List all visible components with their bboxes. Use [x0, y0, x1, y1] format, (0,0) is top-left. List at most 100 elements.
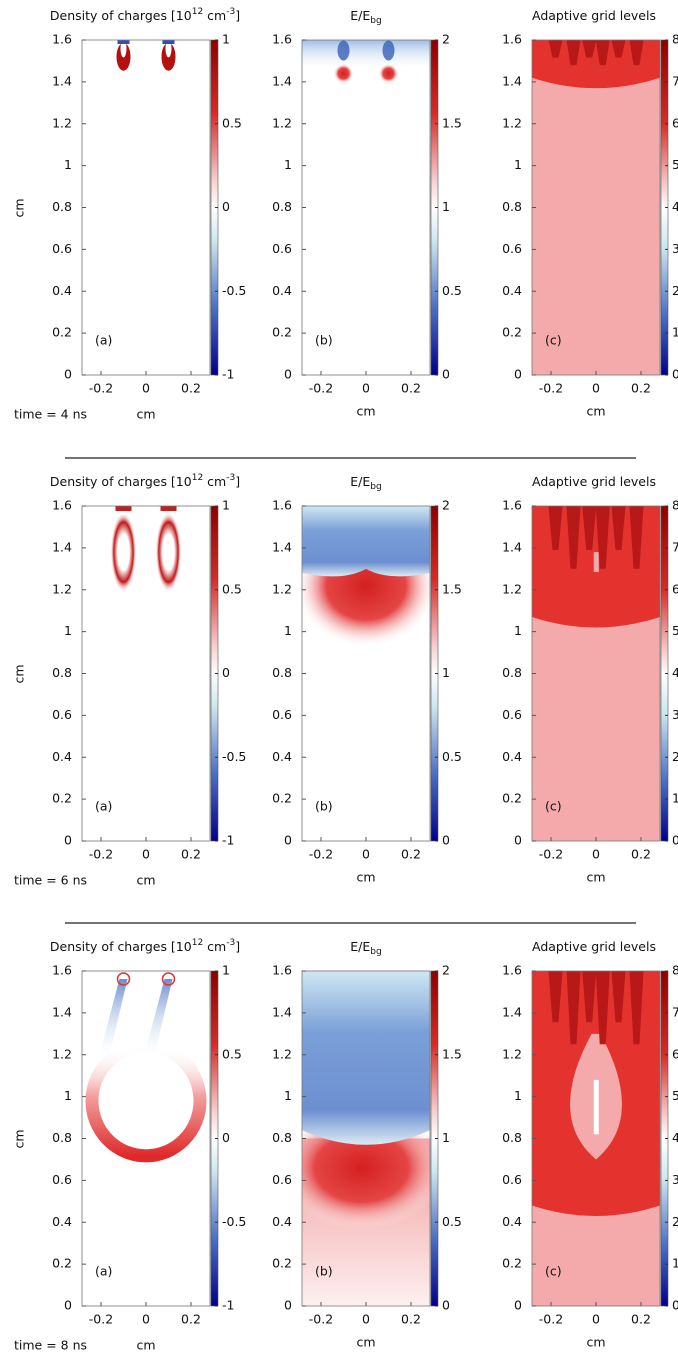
grid-level-high — [595, 971, 610, 1045]
y-axis-label: cm — [12, 198, 27, 217]
y-tick-label: 0.6 — [502, 707, 522, 722]
colorbar-tick-label: 2 — [442, 32, 450, 47]
colorbar-tick-label: -0.5 — [222, 749, 246, 764]
x-tick-label: 0.2 — [401, 1312, 421, 1327]
colorbar-tick-label: 4 — [672, 199, 678, 214]
y-tick-label: 1.6 — [502, 963, 522, 978]
x-tick-label: 0 — [142, 381, 150, 396]
panel-label: (a) — [95, 1264, 112, 1279]
y-tick-label: 1.4 — [272, 539, 292, 554]
heatmap — [532, 971, 660, 1306]
panel-title: Adaptive grid levels — [532, 474, 656, 489]
title-part: cm — [203, 939, 226, 954]
x-tick-label: 0.2 — [401, 381, 421, 396]
y-tick-label: 1.2 — [52, 581, 72, 596]
y-tick-label: 0.8 — [272, 1130, 292, 1145]
y-tick-label: 0.4 — [52, 749, 72, 764]
title-part: bg — [370, 947, 381, 957]
grid-level-high — [566, 506, 581, 569]
x-tick-label: -0.2 — [539, 1312, 563, 1327]
title-part: -3 — [226, 473, 235, 483]
y-tick-label: 1.6 — [272, 32, 292, 47]
x-tick-label: 0.2 — [181, 847, 201, 862]
panel-title: Adaptive grid levels — [532, 8, 656, 23]
streamer-core — [120, 40, 127, 58]
y-tick-label: 0.2 — [502, 325, 522, 340]
colorbar-tick-label: 0.5 — [442, 749, 462, 764]
y-tick-label: 1 — [514, 623, 522, 638]
x-tick-label: 0 — [142, 1312, 150, 1327]
streamer-head — [155, 512, 182, 593]
x-axis-label: cm — [356, 404, 375, 419]
panel-label: (b) — [315, 1264, 333, 1279]
y-tick-label: 0.6 — [52, 1172, 72, 1187]
x-tick-label: 0 — [592, 1312, 600, 1327]
streamer-head — [110, 512, 137, 593]
grid-level-high — [548, 506, 563, 550]
grid-level-high — [566, 40, 581, 66]
x-tick-label: -0.2 — [89, 1312, 113, 1327]
streamer-core — [165, 40, 172, 58]
x-tick-label: 0 — [362, 381, 370, 396]
x-tick-label: -0.2 — [309, 381, 333, 396]
heatmap — [110, 506, 182, 593]
colorbar-tick-label: -0.5 — [222, 283, 246, 298]
y-tick-label: 0 — [514, 367, 522, 382]
y-tick-label: 1.2 — [272, 115, 292, 130]
title-part: 12 — [192, 7, 203, 17]
y-tick-label: 1 — [514, 157, 522, 172]
title-part: ] — [235, 8, 240, 23]
grid-level-high — [611, 971, 626, 1023]
title-part: E/E — [350, 474, 370, 489]
y-tick-label: 0 — [284, 833, 292, 848]
colorbar-tick-label: 3 — [672, 241, 678, 256]
title-part: ] — [235, 939, 240, 954]
grid-level-high — [629, 40, 644, 66]
panel-label: (a) — [95, 799, 112, 814]
x-tick-label: 0.2 — [181, 381, 201, 396]
x-tick-label: -0.2 — [539, 847, 563, 862]
y-tick-label: 1.2 — [272, 581, 292, 596]
y-tick-label: 1 — [64, 157, 72, 172]
colorbar-tick-label: 4 — [672, 1130, 678, 1145]
y-tick-label: 0 — [514, 833, 522, 848]
colorbar-tick-label: 8 — [672, 498, 678, 513]
x-axis-label: cm — [136, 1338, 155, 1353]
panel-label: (b) — [315, 333, 333, 348]
field-low-core — [382, 40, 395, 61]
colorbar-tick-label: 7 — [672, 539, 678, 554]
y-tick-label: 0 — [64, 367, 72, 382]
field-low — [302, 40, 430, 66]
colorbar-tick-label: 5 — [672, 623, 678, 638]
heatmap — [532, 40, 660, 375]
y-tick-label: 0.8 — [52, 665, 72, 680]
field-low — [302, 971, 430, 1145]
tip-ring — [161, 972, 176, 986]
colorbar-tick-label: 2 — [442, 498, 450, 513]
title-part: Density of charges [10 — [50, 474, 192, 489]
colorbar-tick-label: 0.5 — [222, 1046, 242, 1061]
plot-frame — [81, 39, 211, 376]
y-tick-label: 1.2 — [52, 1046, 72, 1061]
y-tick-label: 1.6 — [272, 498, 292, 513]
colorbar-tick-label: 1 — [442, 1130, 450, 1145]
colorbar-tick-label: 1.5 — [442, 1046, 462, 1061]
colorbar-tick-label: 6 — [672, 115, 678, 130]
plot-frame — [301, 39, 431, 376]
colorbar-tick-label: 0 — [222, 199, 230, 214]
streamer-tip — [117, 40, 130, 44]
grid-level-high — [582, 971, 597, 1023]
y-tick-label: 0.6 — [502, 241, 522, 256]
x-tick-label: 0.2 — [631, 1312, 651, 1327]
y-tick-label: 0.8 — [52, 199, 72, 214]
x-tick-label: -0.2 — [89, 381, 113, 396]
charge-ring — [85, 1039, 207, 1163]
y-tick-label: 1.4 — [52, 73, 72, 88]
grid-level-high — [611, 40, 626, 58]
colorbar-tick-label: 2 — [672, 1214, 678, 1229]
time-label: time = 8 ns — [14, 1338, 87, 1353]
x-tick-label: 0 — [142, 847, 150, 862]
colorbar-tick-label: 0 — [442, 1298, 450, 1313]
title-part: Adaptive grid levels — [532, 474, 656, 489]
